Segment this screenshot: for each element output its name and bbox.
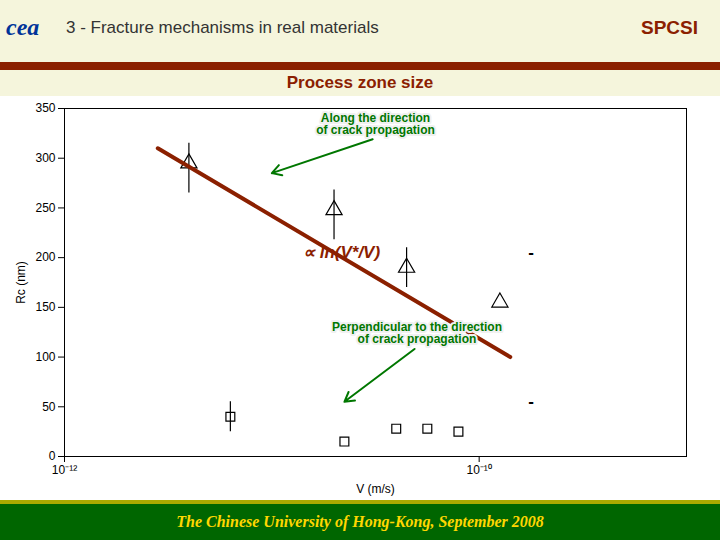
svg-text:Along the directionof crack pr: Along the directionof crack propagation — [316, 111, 435, 137]
svg-text:300: 300 — [35, 151, 55, 165]
svg-text:10⁻¹⁰: 10⁻¹⁰ — [466, 463, 491, 477]
svg-text:250: 250 — [35, 201, 55, 215]
svg-text:-: - — [528, 392, 534, 411]
html-text:The Chinese University of Hong: The Chinese University of Hong-Kong, Sep… — [176, 513, 544, 530]
svg-text:150: 150 — [35, 300, 55, 314]
html-text:cea: cea — [6, 14, 40, 40]
svg-text:100: 100 — [35, 350, 55, 364]
svg-text:350: 350 — [35, 101, 55, 115]
svg-text:-: - — [528, 243, 534, 262]
svg-text:50: 50 — [42, 400, 56, 414]
svg-text:V (m/s): V (m/s) — [356, 482, 395, 496]
svg-text:Perpendicular to the direction: Perpendicular to the directionof crack p… — [332, 320, 502, 346]
html-text:Process zone size: Process zone size — [286, 73, 434, 92]
html-text:SPCSI: SPCSI — [641, 17, 698, 38]
svg-text:∝ ln(V*/V): ∝ ln(V*/V) — [303, 243, 381, 262]
svg-text:0: 0 — [49, 449, 56, 463]
svg-text:200: 200 — [35, 250, 55, 264]
html-text:3 - Fracture mechanisms in rea: 3 - Fracture mechanisms in real material… — [66, 18, 379, 37]
svg-text:10⁻¹²: 10⁻¹² — [52, 463, 77, 477]
svg-text:Rc (nm): Rc (nm) — [14, 261, 28, 304]
